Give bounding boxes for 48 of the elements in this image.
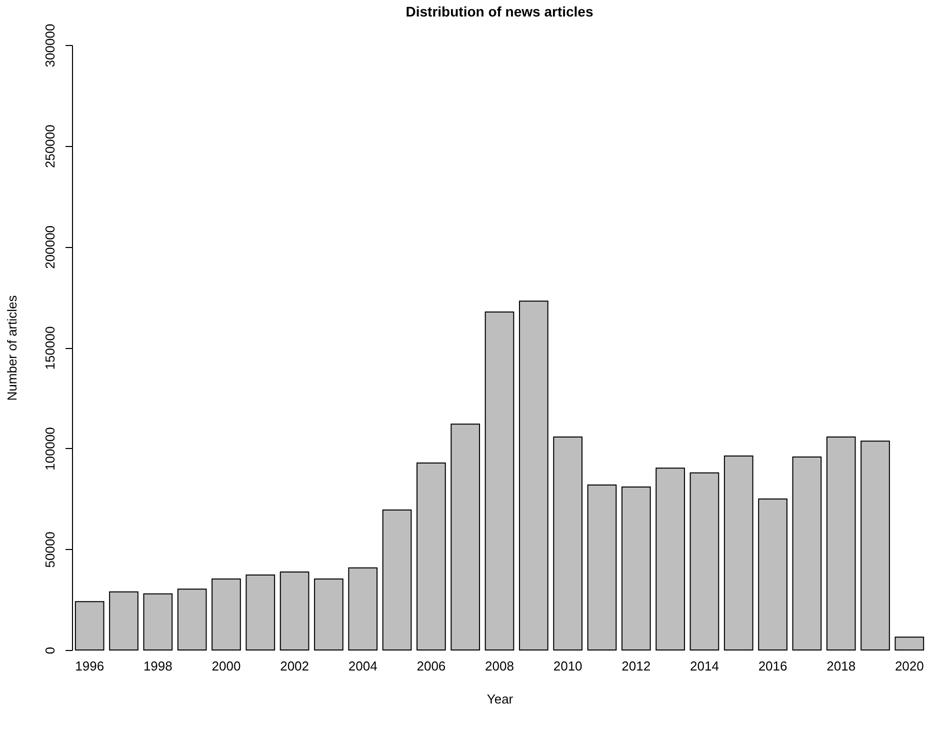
bar: [177, 588, 207, 650]
bar: [382, 510, 412, 650]
bar: [621, 486, 651, 650]
y-tick-label: 300000: [42, 24, 58, 68]
x-tick-label: 1998: [143, 658, 172, 674]
x-tick-label: 2012: [622, 658, 651, 674]
bar: [724, 455, 754, 650]
x-tick-label: 2008: [485, 658, 514, 674]
bar: [314, 578, 344, 650]
x-tick-label: 2018: [826, 658, 856, 674]
bar: [656, 468, 685, 650]
x-tick-label: 2006: [416, 658, 446, 674]
bar: [212, 578, 241, 650]
x-tick-label: 2004: [348, 658, 378, 674]
bar: [450, 424, 480, 650]
y-tick-label: 100000: [42, 427, 58, 471]
bar: [894, 636, 924, 650]
bar: [690, 472, 720, 650]
bar: [280, 571, 310, 650]
bar: [860, 440, 890, 650]
y-tick-label: 250000: [42, 124, 58, 168]
bar: [484, 312, 514, 650]
bar: [758, 498, 788, 650]
chart-title: Distribution of news articles: [406, 3, 594, 20]
x-tick-label: 2020: [894, 658, 924, 674]
bar: [587, 484, 617, 650]
bar: [518, 300, 548, 650]
bar: [246, 574, 276, 650]
bar: [348, 567, 378, 650]
bar: [143, 593, 173, 650]
y-tick-label: 0: [42, 646, 58, 654]
bar: [792, 456, 822, 650]
x-tick-label: 2010: [553, 658, 582, 674]
x-tick-label: 2014: [690, 658, 719, 674]
bar: [416, 462, 446, 650]
y-tick-label: 50000: [42, 532, 58, 568]
x-tick-label: 2000: [212, 658, 241, 674]
bar: [109, 591, 138, 650]
y-tick-label: 150000: [42, 326, 58, 370]
bar: [826, 436, 856, 650]
bar: [74, 601, 104, 650]
y-tick-label: 200000: [42, 225, 58, 269]
x-axis-title: Year: [486, 692, 514, 706]
x-tick-label: 2016: [758, 658, 788, 674]
bar: [553, 436, 582, 650]
x-tick-label: 2002: [280, 658, 310, 674]
x-tick-label: 1996: [75, 658, 104, 674]
y-axis-title: Number of articles: [4, 294, 20, 401]
